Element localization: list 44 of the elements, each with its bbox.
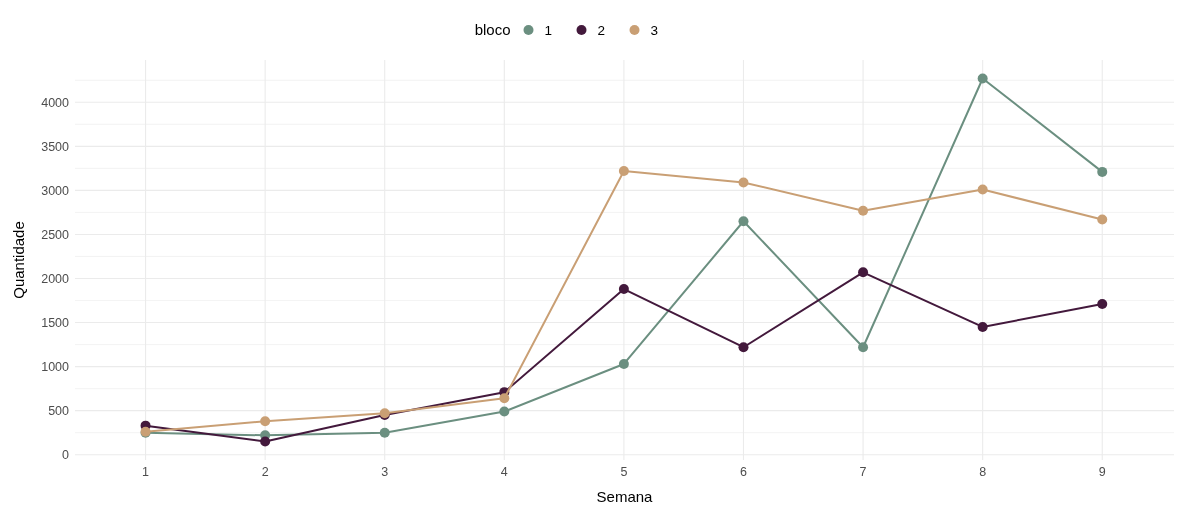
x-tick-label: 9: [1098, 465, 1106, 479]
y-tick-label: 2000: [41, 271, 70, 286]
point: [618, 166, 629, 177]
y-tick-label: 1000: [41, 359, 70, 374]
y-tick-label: 4000: [41, 95, 70, 110]
point: [977, 184, 988, 195]
point: [379, 427, 390, 438]
point: [618, 358, 629, 369]
point: [738, 342, 749, 353]
x-tick-label: 5: [620, 465, 628, 479]
x-tick-label: 1: [142, 465, 150, 479]
x-tick-label: 2: [261, 465, 269, 479]
legend-title: bloco: [474, 21, 511, 39]
y-tick-label: 500: [48, 404, 70, 419]
point: [260, 436, 271, 447]
x-tick-label: 4: [500, 465, 508, 479]
legend-label: 2: [597, 22, 606, 38]
x-tick-label: 8: [979, 465, 987, 479]
x-axis-title: Semana: [596, 488, 654, 505]
y-tick-label: 3500: [41, 139, 70, 154]
point: [738, 216, 749, 227]
point: [738, 177, 749, 188]
point: [499, 393, 510, 404]
y-tick-label: 3000: [41, 183, 70, 198]
y-tick-label: 2500: [41, 227, 70, 242]
legend-label: 1: [544, 22, 553, 38]
point: [858, 342, 869, 353]
y-axis-title: Quantidade: [10, 221, 27, 299]
point: [618, 284, 629, 295]
y-tick-label: 0: [62, 448, 70, 463]
legend-label: 3: [650, 22, 659, 38]
point: [858, 267, 869, 278]
point: [977, 73, 988, 84]
point: [977, 321, 988, 332]
point: [858, 205, 869, 216]
x-tick-label: 6: [740, 465, 748, 479]
point: [499, 406, 510, 417]
x-tick-label: 7: [859, 465, 867, 479]
point: [260, 416, 271, 427]
y-tick-label: 1500: [41, 315, 70, 330]
point: [1097, 214, 1108, 225]
point: [1097, 166, 1108, 177]
x-tick-label: 3: [381, 465, 389, 479]
point: [1097, 299, 1108, 310]
